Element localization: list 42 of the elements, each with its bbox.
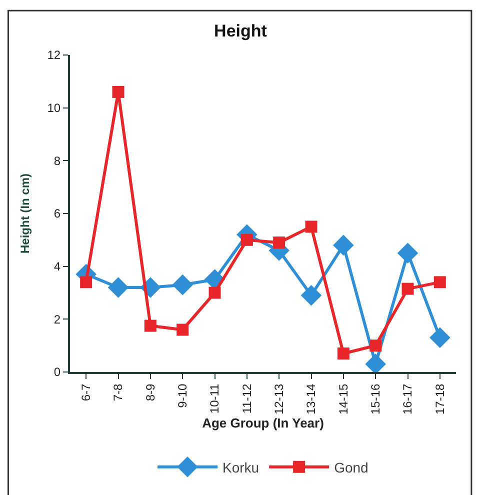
x-tick-label: 9-10	[175, 383, 190, 408]
y-axis-title: Height (In cm)	[18, 174, 32, 254]
x-tick-label: 8-9	[143, 383, 158, 402]
point	[176, 324, 189, 336]
point	[370, 340, 382, 352]
x-tick-label: 13-14	[304, 383, 318, 415]
x-tick-label: 7-8	[111, 383, 126, 402]
x-tick-label: 16-17	[400, 383, 415, 415]
point	[273, 236, 286, 249]
x-tick-label: 15-16	[368, 383, 382, 415]
y-tick-label: 6	[54, 206, 61, 221]
y-tick-label: 12	[47, 48, 61, 62]
point	[172, 274, 193, 296]
point	[144, 320, 156, 332]
x-tick-label: 17-18	[432, 383, 447, 415]
x-tick-label: 10-11	[208, 383, 222, 414]
point	[240, 234, 253, 246]
x-tick-label: 14-15	[336, 383, 350, 415]
chart-title: Height	[214, 22, 268, 41]
x-tick-label: 12-13	[272, 383, 286, 415]
point	[300, 284, 322, 306]
x-tick-label: 6-7	[78, 383, 93, 402]
point	[397, 242, 418, 264]
y-tick-label: 10	[47, 101, 61, 116]
point	[305, 220, 318, 233]
y-tick-label: 2	[54, 312, 61, 326]
y-tick-label: 4	[54, 260, 61, 274]
point	[208, 286, 221, 299]
y-tick-label: 0	[54, 365, 61, 380]
point	[337, 348, 350, 360]
point	[108, 277, 129, 298]
x-axis-title: Age Group (In Year)	[202, 416, 324, 431]
x-tick-label: 11-12	[240, 383, 254, 414]
point	[430, 327, 450, 348]
legend-label: Gond	[334, 459, 368, 476]
point	[402, 282, 414, 295]
point	[80, 276, 92, 288]
point	[333, 234, 354, 256]
y-tick-label: 8	[54, 154, 61, 168]
point	[112, 86, 124, 98]
legend-label: Korku	[222, 459, 260, 476]
point	[434, 276, 446, 288]
